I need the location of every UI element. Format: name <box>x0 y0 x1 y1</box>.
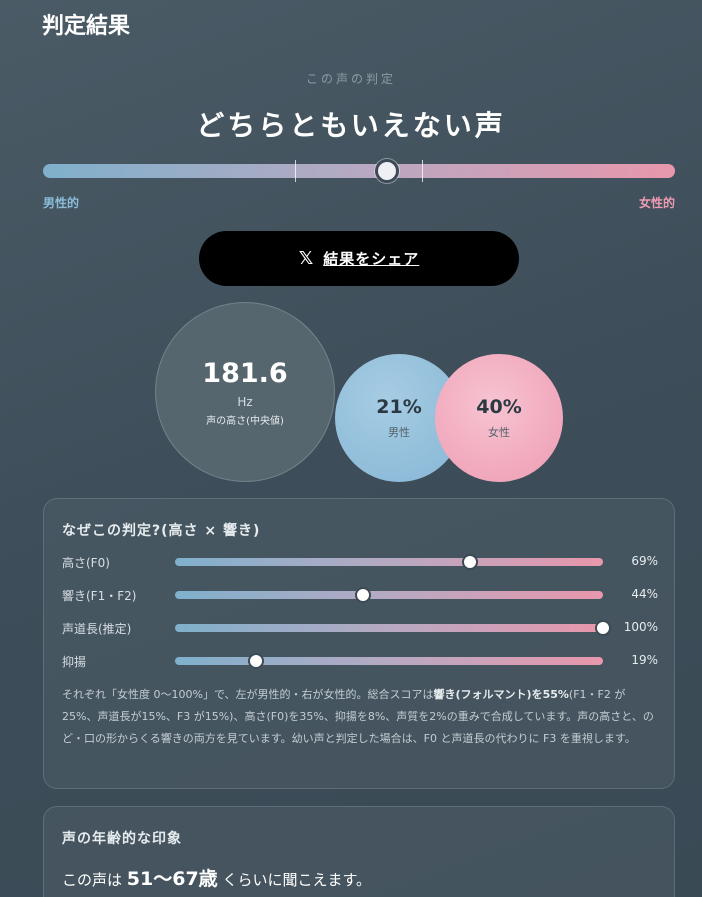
metric-row-vocal-tract: 声道長(推定) 100% <box>62 619 658 639</box>
age-suffix: くらいに聞こえます。 <box>217 871 371 889</box>
pitch-unit: Hz <box>237 394 253 409</box>
note-text: それぞれ「女性度 0〜100%」で、左が男性的・右が女性的。総合スコアは <box>62 688 434 701</box>
pitch-caption: 声の高さ(中央値) <box>206 415 284 427</box>
age-card: 声の年齢的な印象 この声は 51〜67歳 くらいに聞こえます。 <box>43 806 675 897</box>
metric-marker <box>462 554 479 570</box>
metric-label: 高さ(F0) <box>62 556 110 570</box>
share-button-label: 結果をシェア <box>323 250 420 268</box>
metric-marker <box>595 620 611 636</box>
metric-bar <box>175 587 603 603</box>
metric-value: 69% <box>631 554 658 568</box>
metric-row-pitch: 高さ(F0) 69% <box>62 553 658 573</box>
age-statement: この声は 51〜67歳 くらいに聞こえます。 <box>62 864 371 891</box>
scale-label-male: 男性的 <box>43 196 80 210</box>
pitch-circle: 181.6 Hz 声の高さ(中央値) <box>155 302 335 482</box>
metric-label: 響き(F1・F2) <box>62 589 137 603</box>
why-card: なぜこの判定?(高さ × 響き) 高さ(F0) 69% 響き(F1・F2) 44… <box>43 498 675 789</box>
why-explanation: それぞれ「女性度 0〜100%」で、左が男性的・右が女性的。総合スコアは響き(フ… <box>62 684 658 750</box>
metric-value: 44% <box>631 587 658 601</box>
metric-marker <box>355 587 372 603</box>
scale-tick-left <box>295 160 296 182</box>
metric-label: 声道長(推定) <box>62 622 132 636</box>
metric-marker <box>248 653 265 669</box>
scale-label-female: 女性的 <box>638 196 675 210</box>
female-ratio-circle: 40% 女性 <box>435 354 563 482</box>
metric-bar <box>175 554 603 570</box>
page-title: 判定結果 <box>42 14 131 39</box>
age-title: 声の年齢的な印象 <box>62 831 182 847</box>
age-range: 51〜67歳 <box>126 868 218 890</box>
pitch-value: 181.6 <box>202 357 288 389</box>
scale-tick-right <box>422 160 423 182</box>
gender-scale-bar <box>43 159 675 183</box>
note-emphasis: 響き(フォルマント)を55% <box>433 688 569 701</box>
metric-label: 抑揚 <box>62 655 87 669</box>
metric-value: 100% <box>623 620 658 634</box>
metric-bar <box>175 620 611 636</box>
why-title: なぜこの判定?(高さ × 響き) <box>62 523 261 539</box>
male-percent: 21% <box>376 396 422 418</box>
age-prefix: この声は <box>62 871 127 889</box>
verdict-text: どちらともいえない声 <box>196 109 506 142</box>
verdict-label: この声の判定 <box>305 72 396 86</box>
metric-value: 19% <box>631 653 658 667</box>
female-label: 女性 <box>488 426 510 439</box>
x-logo-icon: 𝕏 <box>298 248 314 269</box>
note-text: (F1・F2 が25%、声道長が15%、F3 が15%)、高さ(F0)を35%、… <box>62 688 654 745</box>
scale-marker <box>375 159 400 183</box>
male-label: 男性 <box>388 426 410 439</box>
metric-bar <box>175 653 603 669</box>
share-button[interactable]: 𝕏 結果をシェア <box>199 231 519 286</box>
metric-row-resonance: 響き(F1・F2) 44% <box>62 586 658 606</box>
metric-row-intonation: 抑揚 19% <box>62 652 658 672</box>
female-percent: 40% <box>476 396 522 418</box>
